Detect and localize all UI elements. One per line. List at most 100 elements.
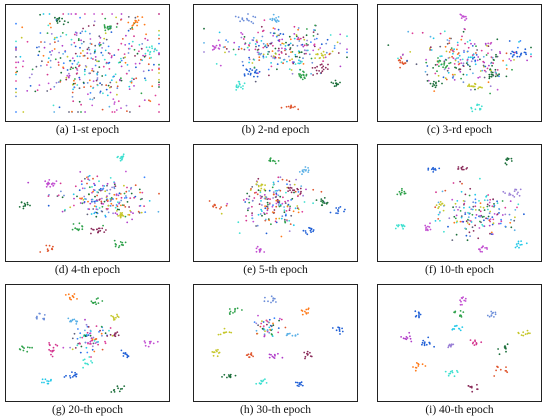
scatter-point [506, 371, 509, 374]
scatter-point [221, 376, 223, 378]
scatter-point [82, 366, 84, 369]
scatter-point [29, 204, 31, 207]
scatter-points-d [18, 153, 160, 253]
scatter-point [344, 208, 346, 211]
scatter-point [39, 13, 41, 16]
scatter-point [519, 188, 522, 191]
scatter-point [299, 37, 302, 40]
scatter-point [522, 331, 525, 334]
scatter-point [281, 47, 283, 50]
scatter-point [112, 319, 115, 321]
scatter-point [107, 211, 110, 214]
scatter-point [47, 82, 50, 85]
scatter-point [316, 33, 319, 35]
scatter-point [515, 50, 518, 53]
scatter-point [298, 38, 300, 41]
scatter-point [283, 58, 286, 61]
scatter-point [457, 61, 460, 63]
scatter-point [249, 68, 252, 70]
scatter-point [280, 106, 283, 109]
scatter-point [308, 53, 311, 56]
scatter-point [120, 59, 123, 62]
scatter-point [133, 35, 135, 38]
scatter-point [253, 75, 255, 78]
scatter-point [397, 59, 400, 62]
scatter-point [215, 44, 218, 47]
scatter-point [488, 75, 491, 78]
scatter-point [435, 81, 437, 84]
scatter-point [143, 340, 146, 342]
caption-f: (f) 10-th epoch [425, 264, 494, 276]
scatter-point [451, 239, 454, 241]
scatter-point [67, 13, 70, 15]
scatter-point [147, 63, 150, 66]
scatter-point [290, 199, 292, 201]
scatter-point [298, 383, 301, 386]
scatter-point [315, 53, 317, 56]
scatter-point [424, 70, 427, 73]
scatter-point [511, 68, 513, 71]
scatter-point [108, 52, 111, 55]
scatter-point [116, 87, 119, 90]
scatter-point [218, 44, 221, 46]
scatter-point [266, 212, 268, 215]
scatter-point [429, 343, 431, 345]
scatter-point [492, 222, 495, 225]
scatter-point [459, 70, 462, 73]
scatter-point [469, 386, 472, 388]
scatter-point [265, 382, 268, 384]
scatter-point [260, 187, 263, 190]
scatter-point [109, 198, 112, 200]
scatter-point [270, 42, 272, 45]
scatter-point [472, 201, 475, 204]
scatter-point [262, 46, 265, 49]
scatter-point [49, 66, 52, 69]
scatter-point [95, 325, 98, 327]
scatter-point [88, 356, 91, 358]
scatter-point [91, 200, 93, 203]
scatter-point [47, 61, 50, 64]
scatter-point [241, 309, 243, 311]
scatter-point [237, 80, 240, 83]
scatter-point [498, 75, 500, 78]
scatter-point [504, 346, 506, 349]
scatter-point [95, 205, 98, 208]
scatter-point [482, 245, 484, 248]
scatter-point [471, 390, 474, 393]
scatter-point [445, 59, 448, 61]
scatter-point [124, 56, 126, 59]
scatter-point [78, 76, 81, 79]
scatter-point [277, 16, 280, 18]
scatter-point [56, 36, 58, 39]
scatter-point [254, 71, 257, 74]
scatter-point [120, 204, 122, 207]
panel-i [377, 284, 542, 402]
scatter-point [445, 78, 448, 81]
scatter-point [241, 60, 244, 63]
scatter-point [79, 32, 82, 34]
scatter-point [98, 60, 100, 63]
scatter-point [327, 63, 329, 66]
scatter-point [456, 44, 459, 46]
scatter-point [50, 33, 53, 35]
scatter-point [112, 76, 114, 78]
scatter-point [131, 40, 134, 43]
scatter-point [136, 15, 139, 18]
scatter-point [104, 342, 107, 345]
scatter-point [252, 36, 255, 39]
scatter-point [456, 200, 459, 202]
scatter-point [69, 346, 71, 349]
scatter-point [284, 221, 287, 224]
scatter-point [15, 87, 17, 90]
scatter-points-a [15, 13, 160, 113]
scatter-point [460, 77, 462, 80]
scatter-point [41, 381, 43, 384]
scatter-point [121, 241, 124, 244]
scatter-point [101, 188, 104, 190]
scatter-points-h [211, 295, 344, 387]
scatter-point [497, 348, 499, 350]
scatter-point [277, 201, 280, 204]
scatter-point [312, 202, 314, 205]
scatter-point [456, 369, 458, 372]
scatter-point [113, 54, 116, 56]
